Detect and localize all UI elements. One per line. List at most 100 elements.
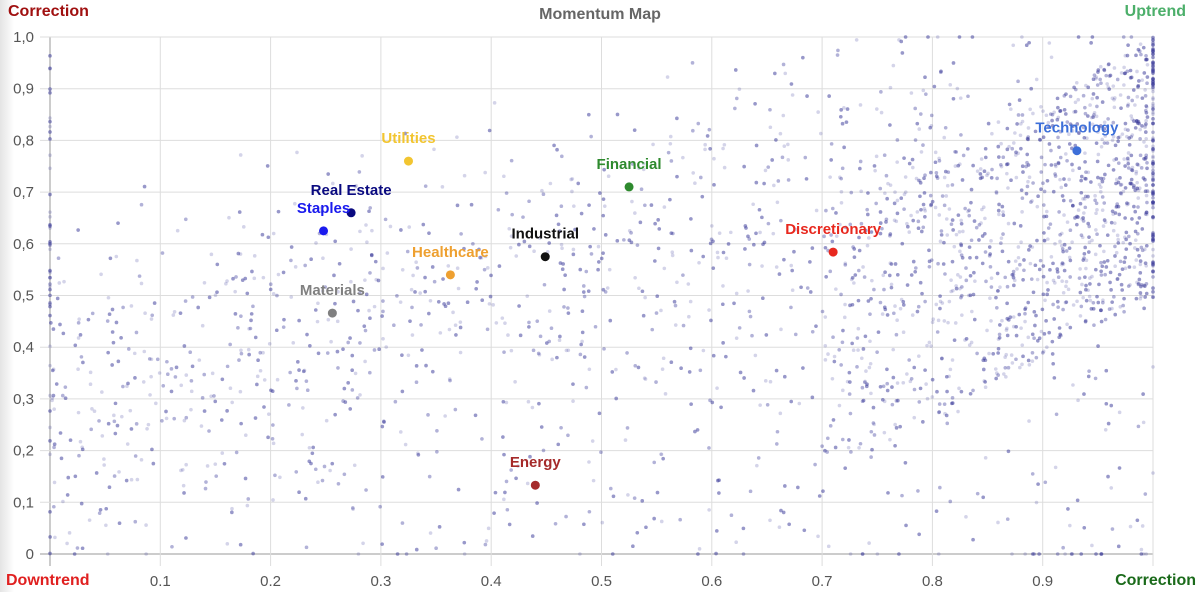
background-point <box>363 328 368 333</box>
background-point <box>1133 126 1138 130</box>
background-point <box>1151 52 1155 57</box>
background-point <box>559 204 564 209</box>
background-point <box>1086 114 1090 118</box>
background-point <box>54 382 59 386</box>
background-point <box>1110 527 1115 531</box>
background-point <box>202 372 207 377</box>
background-point <box>1117 212 1122 217</box>
background-point <box>1057 145 1061 149</box>
background-point <box>918 194 922 199</box>
background-point <box>998 323 1002 327</box>
background-point <box>814 208 819 213</box>
background-point <box>1131 88 1136 92</box>
background-point <box>1089 180 1093 184</box>
background-point <box>1026 358 1031 363</box>
background-point <box>790 93 795 97</box>
background-point <box>679 366 683 371</box>
background-point <box>1067 177 1071 182</box>
background-point <box>988 296 992 301</box>
background-point <box>875 552 880 556</box>
background-point <box>686 282 691 286</box>
background-point <box>107 485 112 490</box>
background-point <box>326 317 331 322</box>
background-point <box>544 341 549 345</box>
background-point <box>234 275 238 279</box>
background-point <box>940 194 945 198</box>
background-point <box>1087 369 1091 373</box>
background-point <box>154 401 158 406</box>
background-point <box>778 411 783 416</box>
background-point <box>202 280 207 285</box>
background-point <box>912 387 917 392</box>
background-point <box>1121 189 1126 194</box>
background-point <box>1012 278 1017 283</box>
background-point <box>1105 233 1110 237</box>
background-point <box>1151 177 1155 182</box>
background-point <box>250 269 254 274</box>
background-point <box>1083 105 1087 110</box>
background-point <box>52 442 57 446</box>
background-point <box>1151 205 1155 210</box>
background-point <box>649 203 654 207</box>
background-point <box>936 552 941 556</box>
background-point <box>741 552 746 556</box>
background-point <box>689 217 693 221</box>
background-point <box>839 292 843 297</box>
background-point <box>999 163 1003 167</box>
background-point <box>270 389 275 394</box>
background-point <box>1016 255 1021 260</box>
background-point <box>1151 147 1155 152</box>
background-point <box>423 184 428 188</box>
background-point <box>1145 75 1150 79</box>
background-point <box>297 368 301 372</box>
background-point <box>1135 186 1140 191</box>
background-point <box>1090 543 1094 548</box>
background-point <box>1144 104 1149 108</box>
background-point <box>276 272 281 277</box>
background-point <box>469 202 474 207</box>
background-point <box>458 350 463 355</box>
background-point <box>1144 183 1149 188</box>
background-point <box>938 485 942 490</box>
background-point <box>1151 149 1155 153</box>
background-point <box>1075 214 1079 219</box>
background-point <box>104 506 109 511</box>
background-point <box>1050 339 1055 344</box>
background-point <box>549 326 554 331</box>
background-point <box>54 382 59 386</box>
background-point <box>929 170 933 175</box>
background-point <box>626 493 630 497</box>
background-point <box>640 289 645 294</box>
background-point <box>675 280 679 285</box>
background-point <box>1151 270 1155 274</box>
background-point <box>999 241 1003 246</box>
background-point <box>891 63 896 68</box>
background-point <box>497 264 502 268</box>
background-point <box>144 523 148 527</box>
background-point <box>336 290 340 294</box>
background-point <box>219 418 224 422</box>
background-point <box>1142 71 1147 75</box>
background-point <box>1103 317 1108 322</box>
background-point <box>1143 261 1148 265</box>
background-point <box>434 546 438 551</box>
background-point <box>1014 324 1018 329</box>
background-point <box>820 309 825 314</box>
background-point <box>944 374 949 379</box>
background-point <box>48 247 52 252</box>
background-point <box>964 336 969 341</box>
background-point <box>251 304 255 309</box>
background-point <box>922 191 927 195</box>
background-point <box>625 351 629 355</box>
background-point <box>1044 319 1048 323</box>
background-point <box>843 466 848 470</box>
background-point <box>942 203 947 208</box>
background-point <box>1145 160 1149 165</box>
background-point <box>878 384 883 389</box>
background-point <box>58 322 62 327</box>
background-point <box>633 211 637 215</box>
background-point <box>915 210 920 214</box>
background-point <box>1132 119 1136 123</box>
background-point <box>113 431 118 436</box>
background-point <box>911 259 916 264</box>
